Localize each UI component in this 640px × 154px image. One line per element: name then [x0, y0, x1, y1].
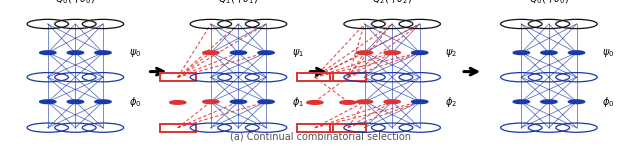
Circle shape: [95, 100, 111, 103]
Text: $Q_1(\cdot;\theta_1)$: $Q_1(\cdot;\theta_1)$: [218, 0, 259, 6]
Bar: [159, 73, 196, 81]
Text: $\psi_0$: $\psi_0$: [602, 47, 614, 59]
Text: $Q_0(\cdot;\theta_0)$: $Q_0(\cdot;\theta_0)$: [529, 0, 569, 6]
Circle shape: [412, 51, 428, 55]
Circle shape: [568, 100, 585, 103]
Circle shape: [541, 51, 557, 55]
Bar: [330, 73, 366, 81]
Text: $Q_0(\cdot;\theta_0)$: $Q_0(\cdot;\theta_0)$: [56, 0, 95, 6]
Bar: [159, 124, 196, 132]
Circle shape: [40, 51, 56, 55]
Circle shape: [203, 100, 219, 103]
Text: $\phi_2$: $\phi_2$: [445, 95, 458, 109]
Circle shape: [340, 101, 356, 104]
Circle shape: [541, 100, 557, 103]
Circle shape: [230, 51, 246, 55]
Circle shape: [203, 51, 219, 55]
Bar: [297, 124, 333, 132]
Text: $\psi_1$: $\psi_1$: [292, 47, 304, 59]
Circle shape: [384, 100, 400, 103]
Circle shape: [356, 51, 372, 55]
Text: $\phi_1$: $\phi_1$: [292, 95, 304, 109]
Circle shape: [513, 100, 529, 103]
Text: (a) Continual combinatorial selection: (a) Continual combinatorial selection: [230, 132, 410, 142]
Circle shape: [384, 51, 400, 55]
Circle shape: [40, 100, 56, 103]
Circle shape: [568, 51, 585, 55]
Text: $\phi_0$: $\phi_0$: [602, 95, 614, 109]
Circle shape: [95, 51, 111, 55]
Circle shape: [67, 51, 84, 55]
Circle shape: [307, 101, 323, 104]
Text: $\psi_2$: $\psi_2$: [445, 47, 458, 59]
Bar: [297, 73, 333, 81]
Circle shape: [356, 100, 372, 103]
Circle shape: [513, 51, 529, 55]
Text: $Q_2(\cdot;\theta_2)$: $Q_2(\cdot;\theta_2)$: [372, 0, 412, 6]
Circle shape: [412, 100, 428, 103]
Circle shape: [258, 100, 274, 103]
Text: $\psi_0$: $\psi_0$: [129, 47, 141, 59]
Text: $\phi_0$: $\phi_0$: [129, 95, 141, 109]
Circle shape: [67, 100, 84, 103]
Bar: [330, 124, 366, 132]
Circle shape: [230, 100, 246, 103]
Circle shape: [170, 101, 186, 104]
Circle shape: [258, 51, 274, 55]
